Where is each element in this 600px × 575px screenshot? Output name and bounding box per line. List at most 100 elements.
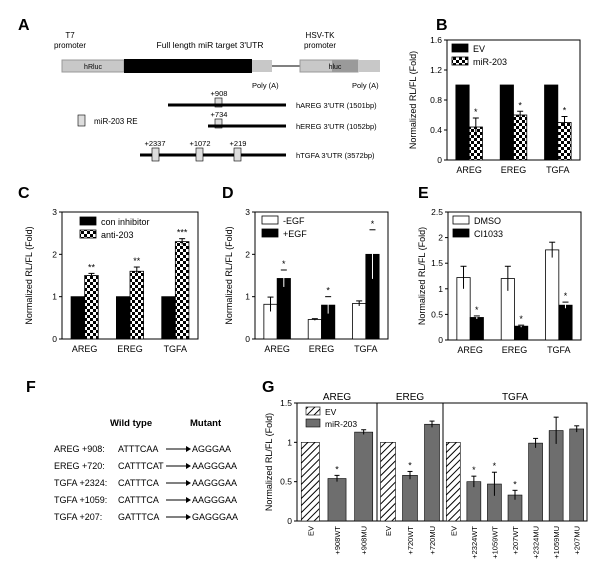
significance-mark: * bbox=[408, 460, 412, 470]
significance-mark: *** bbox=[177, 228, 188, 238]
tgfa-site-1: +2337 bbox=[144, 139, 165, 148]
x-tick-label: +720MU bbox=[428, 526, 437, 555]
bar bbox=[466, 481, 482, 522]
significance-mark: * bbox=[564, 291, 568, 301]
x-tick-label: EV bbox=[384, 526, 393, 536]
panel-label-e: E bbox=[418, 185, 429, 202]
tgfa-site-2: +1072 bbox=[189, 139, 210, 148]
f-row-arrowhead bbox=[186, 446, 191, 452]
bar bbox=[514, 325, 529, 341]
y-tick-label: 0 bbox=[52, 334, 57, 344]
y-axis-label: Normalized RL/FL (Fold) bbox=[417, 227, 427, 325]
bar bbox=[70, 296, 86, 340]
f-row-wild: GATTTCA bbox=[118, 512, 159, 522]
bar bbox=[544, 84, 559, 161]
significance-mark: * bbox=[475, 305, 479, 315]
f-row-arrowhead bbox=[186, 463, 191, 469]
bar bbox=[469, 317, 484, 341]
bar bbox=[545, 249, 560, 341]
bar bbox=[380, 442, 396, 522]
tgfa-re-box-2 bbox=[195, 147, 204, 162]
y-tick-label: 0.8 bbox=[430, 95, 442, 105]
x-tick-label: EREG bbox=[117, 344, 143, 354]
legend-label: EV bbox=[325, 407, 337, 417]
y-tick-label: 1 bbox=[52, 292, 57, 302]
x-tick-label: EREG bbox=[501, 165, 527, 175]
re-legend-box bbox=[77, 114, 86, 127]
group-title: EREG bbox=[396, 392, 425, 403]
legend-label: con inhibitor bbox=[101, 217, 150, 227]
significance-mark: * bbox=[371, 219, 375, 229]
legend-swatch bbox=[305, 418, 321, 428]
y-tick-label: 0 bbox=[438, 335, 443, 345]
chart-e: 0 0.5 1 1.5 2 2.5 Normalized RL/FL (Fold) AREG *… bbox=[417, 207, 582, 355]
hluc-label: hluc bbox=[329, 64, 342, 71]
significance-mark: * bbox=[474, 107, 478, 117]
legend-swatch bbox=[452, 228, 470, 238]
x-tick-label: +908WT bbox=[333, 526, 342, 555]
bar bbox=[455, 84, 470, 161]
group-title: TGFA bbox=[502, 392, 528, 403]
f-row-wild: CATTTCA bbox=[118, 478, 159, 488]
significance-mark: * bbox=[282, 259, 286, 269]
significance-mark: * bbox=[518, 100, 522, 110]
panel-label-f: F bbox=[26, 379, 36, 396]
x-tick-label: TGFA bbox=[547, 345, 571, 355]
f-row-arrowhead bbox=[186, 497, 191, 503]
bar bbox=[528, 442, 543, 522]
areg-site: +908 bbox=[211, 89, 228, 98]
legend-label: DMSO bbox=[474, 216, 501, 226]
y-tick-label: 1.5 bbox=[280, 398, 292, 408]
significance-mark: ** bbox=[133, 256, 141, 266]
x-tick-label: +2324MU bbox=[532, 526, 541, 559]
y-tick-label: 0 bbox=[245, 334, 250, 344]
x-tick-label: +908MU bbox=[360, 526, 369, 555]
bar bbox=[84, 275, 99, 340]
f-row-arrowhead bbox=[186, 514, 191, 520]
polya-label-2: Poly (A) bbox=[352, 81, 379, 90]
bar bbox=[548, 430, 564, 522]
y-tick-label: 0 bbox=[437, 155, 442, 165]
x-tick-label: EREG bbox=[502, 345, 528, 355]
utr-box bbox=[124, 59, 252, 73]
f-header-wild: Wild type bbox=[110, 418, 152, 429]
legend-label: +EGF bbox=[283, 229, 307, 239]
y-tick-label: 3 bbox=[52, 207, 57, 217]
legend-label: -EGF bbox=[283, 216, 305, 226]
y-tick-label: 1 bbox=[245, 292, 250, 302]
f-row-wild: ATTTCAA bbox=[118, 444, 158, 454]
legend-swatch bbox=[79, 229, 97, 239]
t7-promoter-label: T7 promoter bbox=[54, 31, 86, 50]
f-row-site: TGFA +2324: bbox=[54, 478, 107, 488]
x-tick-label: AREG bbox=[457, 345, 483, 355]
bar bbox=[276, 278, 291, 340]
polya-box-2 bbox=[358, 60, 380, 72]
f-row-site: EREG +720: bbox=[54, 461, 105, 471]
y-tick-label: 1.6 bbox=[430, 35, 442, 45]
hsv-promoter-label: HSV-TK promoter bbox=[304, 31, 336, 50]
hluc-dark bbox=[332, 60, 358, 72]
x-tick-label: AREG bbox=[456, 165, 482, 175]
bar bbox=[129, 270, 145, 340]
bar bbox=[402, 475, 418, 522]
x-tick-label: TGFA bbox=[164, 344, 188, 354]
re-legend-label: miR-203 RE bbox=[94, 117, 138, 126]
panel-label-d: D bbox=[222, 185, 234, 202]
bar bbox=[174, 241, 190, 340]
y-tick-label: 0.5 bbox=[280, 477, 292, 487]
f-row-arrowhead bbox=[186, 480, 191, 486]
y-tick-label: 1.5 bbox=[431, 258, 443, 268]
y-tick-label: 2 bbox=[52, 249, 57, 259]
chart-d: 0 1 2 3 Normalized RL/FL (Fold) AREG * EREG * TGF… bbox=[224, 207, 389, 354]
ereg-construct-label: hEREG 3'UTR (1052bp) bbox=[296, 122, 377, 131]
legend-swatch bbox=[261, 228, 279, 238]
y-axis-label: Normalized RL/FL (Fold) bbox=[224, 226, 234, 324]
f-row-mutant: AGGGAA bbox=[192, 444, 231, 454]
bar bbox=[116, 296, 131, 340]
x-tick-label: EREG bbox=[309, 344, 335, 354]
significance-mark: * bbox=[326, 286, 330, 296]
significance-mark: * bbox=[335, 464, 339, 474]
group-title: AREG bbox=[323, 392, 352, 403]
